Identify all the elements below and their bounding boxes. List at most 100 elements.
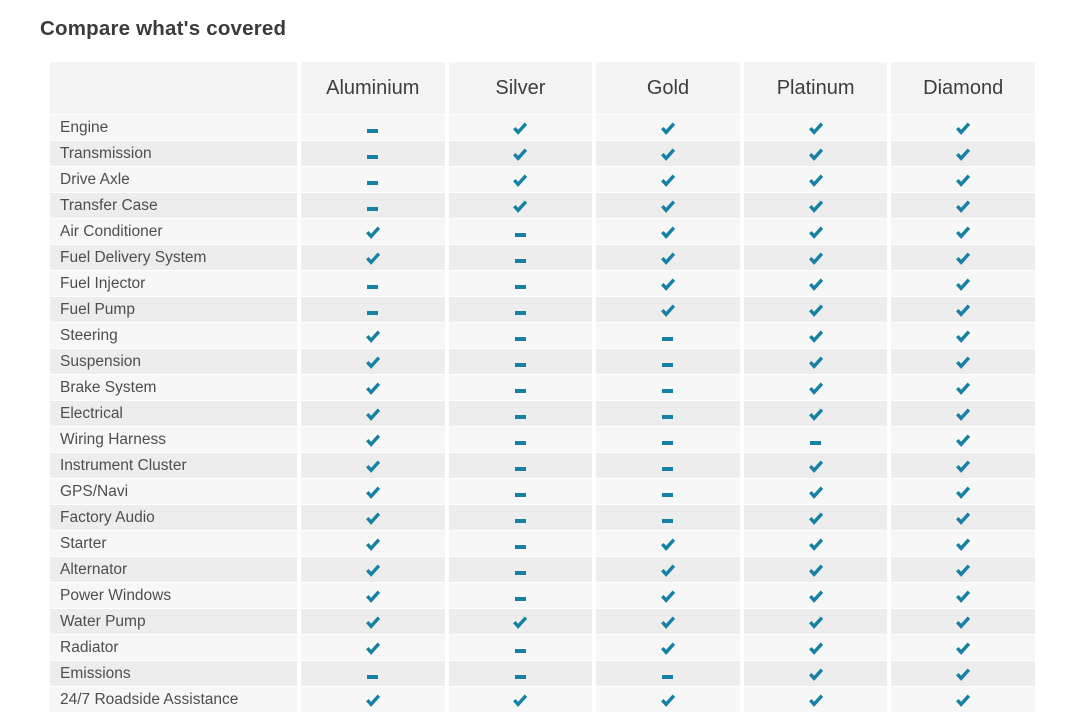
check-icon xyxy=(365,226,380,239)
covered-cell xyxy=(592,167,740,192)
dash-icon xyxy=(514,519,526,523)
not-covered-cell xyxy=(444,531,593,556)
check-icon xyxy=(661,252,675,265)
check-icon xyxy=(956,538,971,551)
check-icon xyxy=(808,330,823,343)
dash-icon xyxy=(367,129,379,133)
covered-cell xyxy=(592,271,740,296)
check-icon xyxy=(365,512,380,525)
check-icon xyxy=(956,512,971,525)
covered-cell xyxy=(297,479,445,504)
row-label: Water Pump xyxy=(60,612,146,630)
check-icon xyxy=(956,460,971,473)
not-covered-cell xyxy=(444,245,593,270)
covered-cell xyxy=(887,609,1035,634)
row-label: Fuel Injector xyxy=(60,274,146,292)
covered-cell xyxy=(739,531,888,556)
table-row: Radiator xyxy=(50,634,1035,660)
covered-cell xyxy=(739,661,888,686)
covered-cell xyxy=(592,635,740,660)
check-icon xyxy=(956,278,971,291)
row-label: Drive Axle xyxy=(60,170,130,188)
covered-cell xyxy=(887,479,1035,504)
check-icon xyxy=(956,356,971,369)
covered-cell xyxy=(592,245,740,270)
column-header-gold: Gold xyxy=(592,62,740,114)
check-icon xyxy=(661,278,675,291)
check-icon xyxy=(956,590,971,603)
not-covered-cell xyxy=(592,661,740,686)
dash-icon xyxy=(514,675,526,679)
table-row: Transfer Case xyxy=(50,192,1035,218)
not-covered-cell xyxy=(444,557,593,582)
check-icon xyxy=(808,304,823,317)
table-row: Drive Axle xyxy=(50,166,1035,192)
check-icon xyxy=(365,616,380,629)
covered-cell xyxy=(297,635,445,660)
covered-cell xyxy=(887,375,1035,400)
row-label: Emissions xyxy=(60,664,131,682)
table-row: Starter xyxy=(50,530,1035,556)
check-icon xyxy=(513,200,528,213)
check-icon xyxy=(956,174,971,187)
check-icon xyxy=(808,174,823,187)
dash-icon xyxy=(514,233,526,237)
covered-cell xyxy=(739,479,888,504)
table-row: Fuel Pump xyxy=(50,296,1035,322)
check-icon xyxy=(808,382,823,395)
covered-cell xyxy=(592,687,740,712)
dash-icon xyxy=(810,441,822,445)
check-icon xyxy=(365,382,380,395)
covered-cell xyxy=(739,115,888,140)
not-covered-cell xyxy=(444,661,593,686)
dash-icon xyxy=(514,441,526,445)
covered-cell xyxy=(444,687,593,712)
not-covered-cell xyxy=(592,479,740,504)
dash-icon xyxy=(662,675,674,679)
row-label: Steering xyxy=(60,326,118,344)
covered-cell xyxy=(739,505,888,530)
check-icon xyxy=(365,642,380,655)
covered-cell xyxy=(887,557,1035,582)
covered-cell xyxy=(739,297,888,322)
check-icon xyxy=(661,538,675,551)
covered-cell xyxy=(887,427,1035,452)
covered-cell xyxy=(297,609,445,634)
covered-cell xyxy=(297,687,445,712)
not-covered-cell xyxy=(444,505,593,530)
check-icon xyxy=(956,434,971,447)
dash-icon xyxy=(662,493,674,497)
covered-cell xyxy=(739,583,888,608)
check-icon xyxy=(956,330,971,343)
check-icon xyxy=(661,174,675,187)
row-label: GPS/Navi xyxy=(60,482,129,500)
not-covered-cell xyxy=(592,323,740,348)
covered-cell xyxy=(887,141,1035,166)
covered-cell xyxy=(739,193,888,218)
check-icon xyxy=(956,148,971,161)
check-icon xyxy=(956,226,971,239)
table-row: Power Windows xyxy=(50,582,1035,608)
check-icon xyxy=(808,590,823,603)
check-icon xyxy=(365,330,380,343)
check-icon xyxy=(661,642,675,655)
not-covered-cell xyxy=(444,219,593,244)
check-icon xyxy=(956,408,971,421)
covered-cell xyxy=(297,557,445,582)
row-label: Engine xyxy=(60,118,109,136)
table-row: Transmission xyxy=(50,140,1035,166)
dash-icon xyxy=(514,467,526,471)
dash-icon xyxy=(514,415,526,419)
covered-cell xyxy=(297,245,445,270)
not-covered-cell xyxy=(444,375,593,400)
dash-icon xyxy=(514,493,526,497)
covered-cell xyxy=(297,453,445,478)
table-body: Engine Transmission Drive Axle Transfer Cas… xyxy=(50,114,1035,712)
not-covered-cell xyxy=(444,453,593,478)
check-icon xyxy=(956,668,971,681)
check-icon xyxy=(808,642,823,655)
dash-icon xyxy=(367,181,379,185)
check-icon xyxy=(661,148,675,161)
dash-icon xyxy=(514,545,526,549)
row-label: Fuel Pump xyxy=(60,300,135,318)
